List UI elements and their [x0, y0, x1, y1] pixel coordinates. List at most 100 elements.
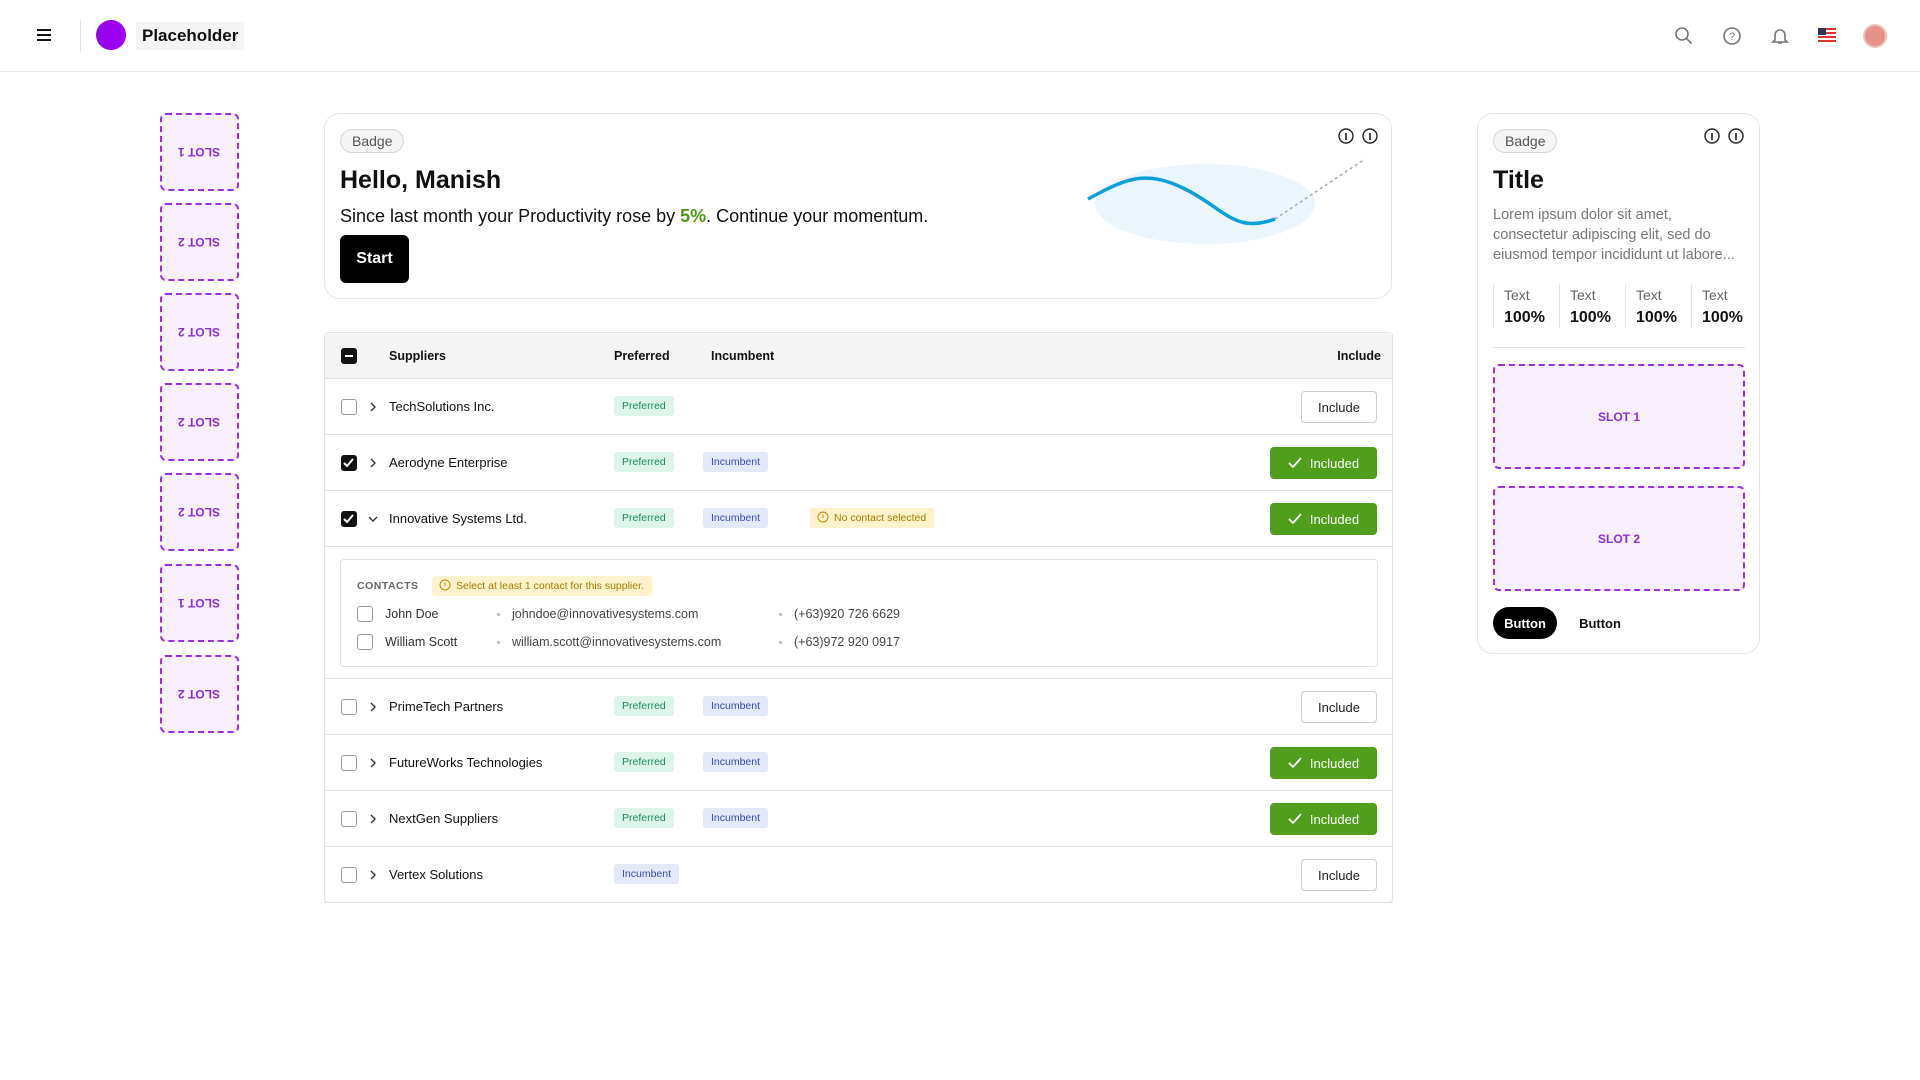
divider — [1493, 347, 1745, 348]
include-button[interactable]: Included — [1270, 747, 1377, 779]
tag: Preferred — [614, 508, 674, 528]
expand-toggle[interactable] — [367, 457, 379, 469]
slot: SLOT 2 — [160, 203, 239, 281]
contact-phone: (+63)920 726 6629 — [794, 607, 900, 621]
select-all[interactable] — [341, 348, 357, 364]
button[interactable]: Button — [1493, 607, 1557, 639]
divider — [80, 20, 81, 52]
checkbox[interactable] — [341, 511, 357, 527]
slot: SLOT 2 — [160, 293, 239, 371]
button-label: Included — [1309, 811, 1360, 827]
table-row: NextGen Suppliers Preferred Incumbent Inclu… — [325, 791, 1393, 847]
contact-email: johndoe@innovativesystems.com — [512, 607, 699, 621]
contacts-label: CONTACTS — [357, 580, 419, 592]
greeting: Hello, Manish — [340, 166, 502, 194]
search-icon[interactable] — [1674, 26, 1694, 46]
supplier-name: TechSolutions Inc. — [389, 399, 495, 414]
message: Since last month your Productivity rose … — [340, 206, 928, 227]
start-button[interactable]: Start — [340, 235, 409, 283]
slot: SLOT 2 — [160, 383, 239, 461]
slot-label: SLOT 1 — [178, 596, 221, 610]
stat-label: Text — [1570, 287, 1596, 303]
expand-toggle[interactable] — [367, 869, 379, 881]
side-card: Badge Title Lorem ipsum dolor sit amet, … — [1477, 113, 1760, 654]
tag: Preferred — [614, 808, 674, 828]
button-label: Included — [1309, 455, 1360, 471]
separator — [779, 641, 782, 644]
checkbox[interactable] — [357, 634, 373, 650]
checkbox[interactable] — [341, 811, 357, 827]
table-row: FutureWorks Technologies Preferred Incumbe… — [325, 735, 1393, 791]
expand-toggle[interactable] — [367, 701, 379, 713]
include-button[interactable]: Include — [1301, 691, 1377, 723]
expand-toggle[interactable] — [367, 401, 379, 413]
tag: Incumbent — [703, 696, 769, 716]
contacts-warning: Select at least 1 contact for this suppl… — [432, 576, 652, 596]
supplier-name: Innovative Systems Ltd. — [389, 511, 528, 526]
tag: Incumbent — [703, 752, 769, 772]
slot: SLOT 2 — [160, 473, 239, 551]
stat-label: Text — [1636, 287, 1662, 303]
include-button[interactable]: Include — [1301, 859, 1377, 891]
button-label: Included — [1309, 511, 1360, 527]
tag: Preferred — [614, 696, 674, 716]
badge: Badge — [1493, 129, 1558, 153]
checkbox[interactable] — [357, 606, 373, 622]
app-title: Placeholder — [136, 22, 245, 50]
expand-toggle[interactable] — [367, 813, 379, 825]
include-button[interactable]: Included — [1270, 447, 1377, 479]
column-header: Include — [1337, 349, 1381, 363]
slot: SLOT 2 — [160, 655, 239, 733]
include-button[interactable]: Included — [1270, 503, 1377, 535]
table-header: Suppliers Preferred Incumbent Include — [325, 333, 1392, 379]
trend-decoration — [1087, 158, 1366, 244]
supplier-name: Vertex Solutions — [389, 867, 483, 882]
highlight: 5% — [680, 206, 707, 226]
message-text: Since last month your Productivity rose … — [340, 206, 681, 226]
checkbox[interactable] — [341, 699, 357, 715]
badge: Badge — [340, 129, 405, 153]
checkbox[interactable] — [341, 455, 357, 471]
button-label: Include — [1318, 399, 1360, 415]
expand-toggle[interactable] — [367, 757, 379, 769]
column-header: Suppliers — [389, 349, 446, 363]
button-label: Include — [1318, 699, 1360, 715]
checkbox[interactable] — [341, 755, 357, 771]
stat-divider — [1691, 284, 1692, 328]
info-icons[interactable] — [1337, 126, 1381, 146]
separator — [497, 613, 500, 616]
tag: Preferred — [614, 452, 674, 472]
info-icons[interactable] — [1703, 126, 1747, 146]
checkbox[interactable] — [341, 399, 357, 415]
slot-label: SLOT 2 — [178, 505, 221, 519]
help-icon[interactable]: ? — [1722, 26, 1742, 46]
stat-value: 100% — [1570, 309, 1611, 326]
stat-value: 100% — [1636, 309, 1677, 326]
logo — [96, 20, 126, 50]
warning-tag: No contact selected — [810, 508, 935, 528]
slot-label: SLOT 2 — [178, 415, 221, 429]
separator — [779, 613, 782, 616]
separator — [497, 641, 500, 644]
avatar[interactable] — [1863, 24, 1887, 48]
expand-toggle[interactable] — [367, 513, 379, 525]
flag-icon[interactable] — [1818, 28, 1836, 42]
slot: SLOT 1 — [160, 113, 239, 191]
slot: SLOT 1 — [160, 564, 239, 642]
include-button[interactable]: Include — [1301, 391, 1377, 423]
checkbox[interactable] — [341, 867, 357, 883]
tag: Incumbent — [703, 508, 769, 528]
bell-icon[interactable] — [1770, 26, 1790, 46]
tag: Preferred — [614, 396, 674, 416]
include-button[interactable]: Included — [1270, 803, 1377, 835]
column-header: Incumbent — [711, 349, 775, 363]
supplier-table: Suppliers Preferred Incumbent Include TechS… — [324, 332, 1393, 903]
column-header: Preferred — [614, 349, 670, 363]
button[interactable]: Button — [1579, 615, 1621, 631]
supplier-name: NextGen Suppliers — [389, 811, 499, 826]
tag: Preferred — [614, 752, 674, 772]
contact-name: John Doe — [385, 607, 439, 621]
table-row: Aerodyne Enterprise Preferred Incumbent Inc… — [325, 435, 1393, 491]
slot-label: SLOT 2 — [178, 325, 221, 339]
menu-icon[interactable] — [36, 27, 52, 43]
